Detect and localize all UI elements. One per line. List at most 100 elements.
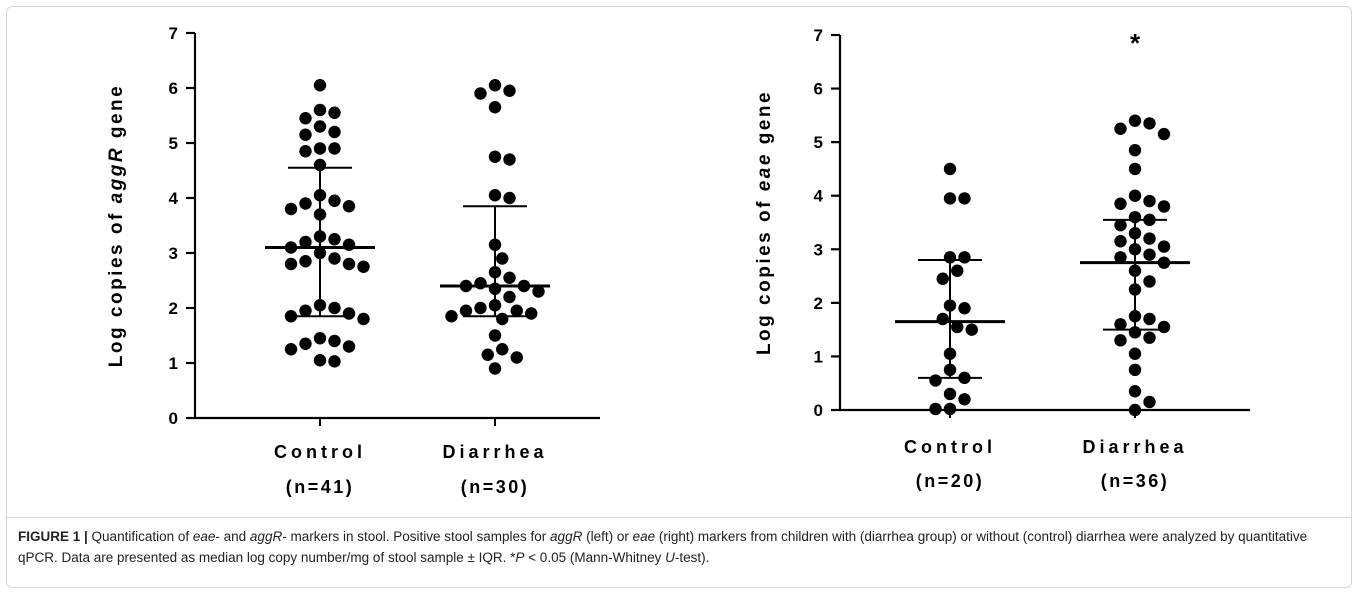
data-point <box>328 334 341 348</box>
caption-segment: -test). <box>674 550 710 565</box>
y-axis-label: Log copies of aggR gene <box>106 84 127 367</box>
data-point <box>525 307 538 320</box>
y-axis-label-part: Log copies of <box>106 203 127 367</box>
data-point <box>943 387 957 401</box>
data-point <box>488 150 502 163</box>
data-point <box>1143 312 1156 326</box>
y-axis-label-part: aggR <box>106 146 127 204</box>
data-point <box>299 235 312 249</box>
data-point <box>1114 122 1127 135</box>
y-tick-label: 5 <box>169 134 178 153</box>
data-point <box>929 402 942 416</box>
data-point <box>459 304 473 317</box>
data-point <box>474 301 487 315</box>
data-point <box>496 343 509 356</box>
sample-size-label: (n=30) <box>461 477 530 497</box>
data-point <box>1128 162 1142 176</box>
data-point <box>958 393 971 406</box>
data-point <box>1143 275 1156 288</box>
data-point <box>488 362 502 375</box>
data-point <box>929 374 942 387</box>
data-point <box>1143 395 1156 409</box>
data-point <box>532 285 545 298</box>
caption-text: Quantification of eae- and aggR- markers… <box>18 529 1307 565</box>
caption-segment: (right) markers from children with (diar… <box>18 529 1308 565</box>
caption-divider <box>6 517 1352 518</box>
data-point <box>1157 200 1171 213</box>
data-point <box>299 112 312 125</box>
data-point <box>313 142 327 155</box>
y-axis-label-part: Log copies of <box>754 191 775 355</box>
y-tick-label: 4 <box>169 189 179 208</box>
y-tick-label: 2 <box>169 299 178 318</box>
figure-caption: FIGURE 1 | Quantification of eae- and ag… <box>18 526 1344 568</box>
data-point <box>503 271 516 284</box>
data-point <box>496 312 509 326</box>
data-point <box>936 312 949 326</box>
y-axis-label: Log copies of eae gene <box>754 90 775 355</box>
y-tick-label: 5 <box>814 133 823 152</box>
data-point <box>1114 318 1127 331</box>
caption-segment: P <box>515 550 525 565</box>
y-tick-label: 7 <box>169 24 178 43</box>
data-point <box>299 128 312 141</box>
data-point <box>1114 197 1127 210</box>
sample-size-label: (n=20) <box>916 471 985 491</box>
data-point <box>503 153 516 166</box>
data-point <box>496 252 509 265</box>
data-point <box>342 238 356 251</box>
data-point <box>943 162 957 176</box>
data-point <box>299 255 312 268</box>
data-point <box>943 402 957 416</box>
y-tick-label: 4 <box>814 187 824 206</box>
caption-segment: < 0.05 (Mann-Whitney <box>524 550 666 565</box>
data-point <box>313 354 327 367</box>
data-point <box>951 264 964 277</box>
caption-segment: aggR <box>550 529 583 544</box>
data-point <box>1128 189 1142 202</box>
data-point <box>1114 251 1127 264</box>
data-point <box>299 337 312 350</box>
data-point <box>342 257 356 271</box>
data-point <box>1143 331 1156 344</box>
data-point <box>328 106 341 119</box>
caption-segment: aggR <box>249 529 283 544</box>
data-point <box>299 145 312 158</box>
data-point <box>951 320 964 334</box>
caption-segment: Quantification of <box>87 529 193 544</box>
data-point <box>328 233 341 246</box>
data-point <box>474 87 487 100</box>
y-tick-label: 2 <box>814 294 823 313</box>
chart-aggr: 0 1 2 3 4 5 6 7 Log copies of aggR gene Control (n… <box>106 24 600 497</box>
data-point <box>965 323 978 336</box>
data-point <box>313 103 327 117</box>
y-tick-label: 1 <box>814 347 823 366</box>
data-point <box>488 101 502 114</box>
data-point <box>1157 320 1171 334</box>
caption-segment: eae <box>632 529 656 544</box>
data-point <box>1157 127 1171 141</box>
figure-label: FIGURE 1 | <box>18 529 88 544</box>
data-point <box>503 290 516 304</box>
data-point <box>503 191 516 205</box>
y-tick-label: 6 <box>169 79 178 98</box>
y-tick-label: 0 <box>169 409 178 428</box>
data-point <box>1128 114 1142 127</box>
data-point <box>284 343 298 356</box>
data-point <box>958 251 971 264</box>
data-point <box>488 189 502 202</box>
data-point <box>328 194 341 207</box>
data-point <box>328 252 341 265</box>
data-point <box>936 272 949 285</box>
data-point <box>284 257 298 271</box>
data-point <box>1143 117 1156 130</box>
category-label: Control <box>904 437 996 457</box>
sample-size-label: (n=36) <box>1101 471 1170 491</box>
data-point <box>510 351 523 364</box>
data-point <box>1157 240 1171 253</box>
chart-eae: 0 1 2 3 4 5 6 7 Log copies of eae gene Control (n=… <box>754 26 1250 491</box>
data-point <box>328 355 341 368</box>
y-axis-label-part: gene <box>754 90 775 152</box>
data-point <box>488 329 502 342</box>
data-point <box>1143 248 1156 261</box>
